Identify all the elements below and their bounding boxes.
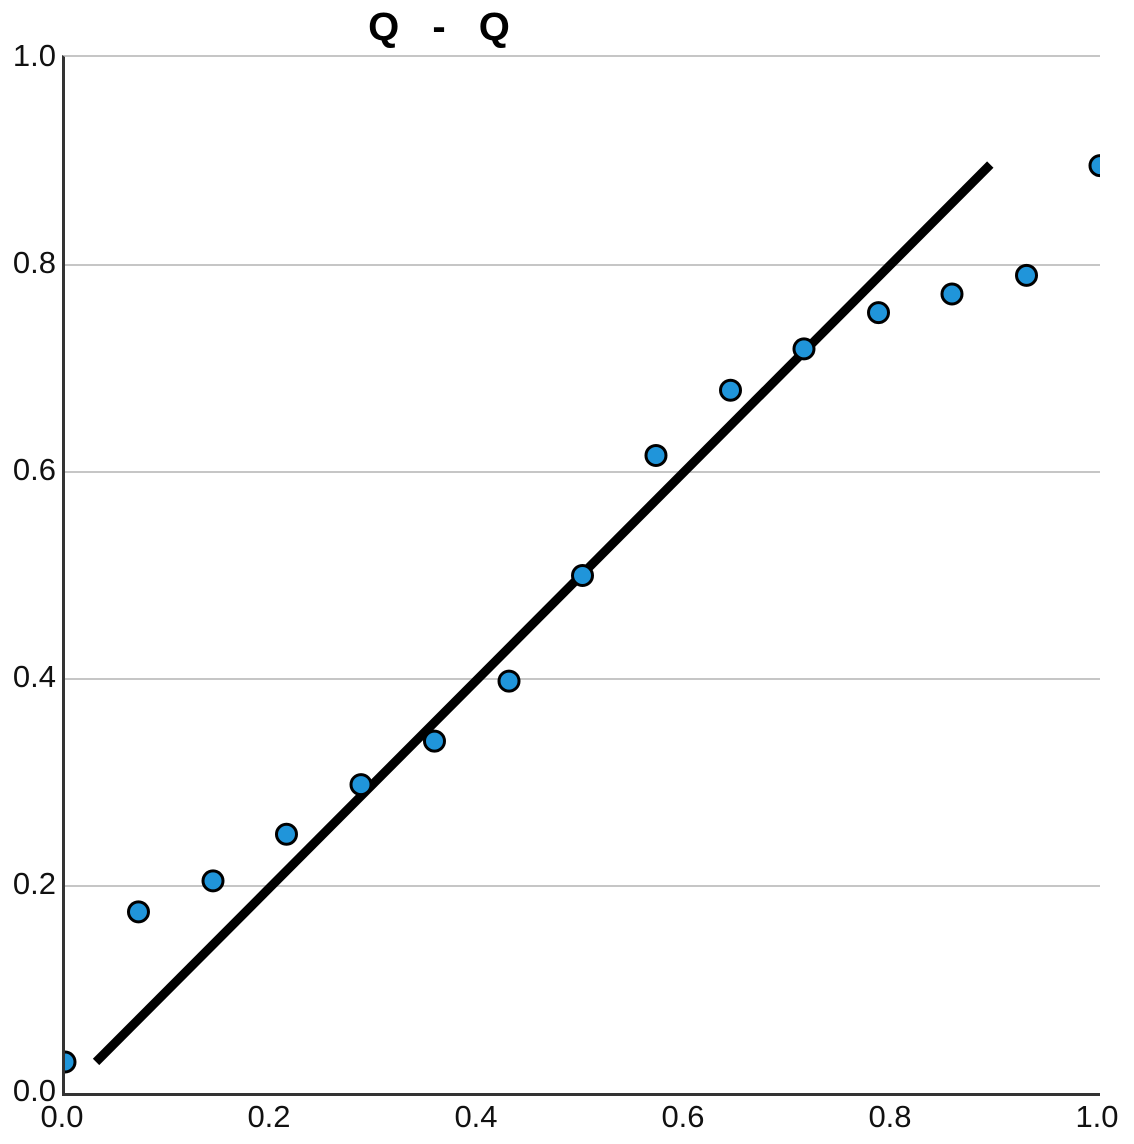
x-tick-label: 1.0 bbox=[1075, 1099, 1119, 1134]
data-point bbox=[644, 443, 668, 467]
chart-canvas bbox=[65, 154, 1100, 1074]
data-point bbox=[274, 822, 298, 846]
data-point bbox=[497, 669, 521, 693]
x-tick-label: 0.6 bbox=[661, 1099, 705, 1134]
chart-title: Q - Q bbox=[368, 5, 512, 49]
data-point bbox=[201, 869, 225, 893]
reference-line bbox=[92, 161, 994, 1066]
y-tick-label: 0.4 bbox=[12, 659, 56, 694]
y-tick-label: 0.6 bbox=[12, 452, 56, 487]
y-tick-label: 0.8 bbox=[12, 245, 56, 280]
x-tick-label: 0.2 bbox=[247, 1099, 291, 1134]
y-tick-label: 0.0 bbox=[12, 1073, 56, 1108]
data-point bbox=[349, 773, 373, 797]
data-point bbox=[1015, 263, 1039, 287]
data-point bbox=[1088, 154, 1100, 178]
data-point bbox=[422, 729, 446, 753]
x-tick-label: 0.8 bbox=[868, 1099, 912, 1134]
y-tick-label: 1.0 bbox=[12, 38, 56, 73]
y-tick-label: 0.2 bbox=[12, 866, 56, 901]
data-point bbox=[571, 564, 594, 587]
data-point bbox=[126, 900, 150, 924]
data-point bbox=[867, 301, 891, 325]
data-point bbox=[792, 337, 816, 361]
plot-area bbox=[62, 55, 1100, 1096]
data-point bbox=[65, 1050, 77, 1074]
data-point bbox=[940, 282, 964, 306]
data-point bbox=[719, 378, 743, 402]
x-tick-label: 0.4 bbox=[454, 1099, 498, 1134]
x-tick-label: 0.0 bbox=[40, 1099, 84, 1134]
